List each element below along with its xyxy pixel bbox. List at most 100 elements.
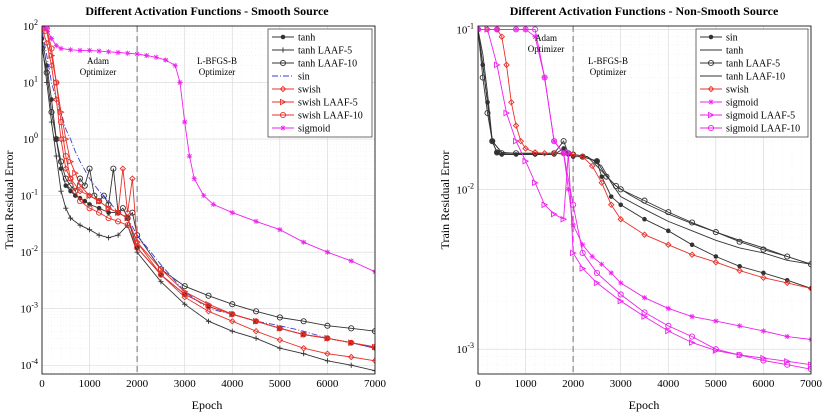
data-point-swish-laaf-5 <box>205 300 213 308</box>
data-point-swish <box>324 350 331 357</box>
data-point-tanh-laaf-5 <box>498 150 505 157</box>
legend-marker-swish <box>707 85 715 93</box>
legend-marker-group-sin <box>708 34 714 40</box>
series-line-swish <box>42 28 375 362</box>
data-point-tanh-laaf-5 <box>372 368 375 374</box>
data-point-swish-laaf-10 <box>157 271 164 278</box>
data-point-tanh-laaf-5 <box>44 79 50 86</box>
data-point-tanh-laaf-5 <box>53 153 59 159</box>
data-point-tanh-laaf-5 <box>205 318 212 324</box>
data-point-swish-laaf-10 <box>181 291 188 298</box>
data-point-swish <box>508 99 515 106</box>
data-point-sigmoid <box>163 57 169 63</box>
y-tick-label: 102 <box>23 18 38 33</box>
data-point-tanh-laaf-5 <box>784 253 791 260</box>
data-point-sigmoid <box>618 280 624 286</box>
data-point-sigmoid <box>153 54 159 60</box>
series-line-sigmoid-laaf-10 <box>478 28 811 370</box>
data-point-sigmoid <box>599 261 605 267</box>
legend-box <box>695 28 809 138</box>
data-point-swish <box>783 279 791 287</box>
data-point-sigmoid <box>58 45 64 52</box>
data-point-swish <box>588 162 596 170</box>
legend-label-sigmoid: sigmoid <box>298 124 330 135</box>
data-point-tanh-laaf-10 <box>324 322 331 329</box>
data-point-tanh-laaf-5 <box>182 301 188 307</box>
y-tick-label: 100 <box>23 131 38 146</box>
legend-label-tanh: tanh <box>298 33 315 44</box>
data-point-swish-laaf-10 <box>348 339 355 346</box>
data-point-tanh-laaf-5 <box>807 261 811 268</box>
legend-marker-sin <box>708 34 714 40</box>
data-point-swish-laaf-10 <box>57 119 65 126</box>
data-point-swish <box>541 150 548 157</box>
y-tick-label: 10-3 <box>20 301 38 316</box>
legend-label-tanh-laaf-5: tanh LAAF-5 <box>298 46 352 57</box>
data-point-swish <box>300 344 307 352</box>
data-point-sigmoid <box>106 49 112 55</box>
legend-marker-swish <box>279 85 287 93</box>
legend-marker-group-tanh-laaf-10 <box>279 59 287 67</box>
lbfgs-annotation-line1: L-BFGS-B <box>197 56 237 66</box>
lbfgs-annotation-line1: L-BFGS-B <box>588 56 628 66</box>
data-point-swish <box>607 201 615 209</box>
data-point-swish <box>498 33 506 40</box>
data-point-sigmoid-laaf-10 <box>617 291 624 298</box>
x-tick-label: 5000 <box>705 378 728 390</box>
data-point-swish-laaf-5 <box>67 158 75 165</box>
data-point-sigmoid <box>191 176 197 182</box>
x-tick-label: 7000 <box>364 378 387 390</box>
data-point-sigmoid-laaf-10 <box>665 322 672 329</box>
series-tanh-laaf-5 <box>42 40 375 374</box>
legend-marker-tanh <box>280 34 286 40</box>
data-point-sigmoid-laaf-10 <box>522 26 529 33</box>
legend-marker-group-swish <box>707 85 715 93</box>
y-tick-label: 10-4 <box>20 357 38 372</box>
data-point-sigmoid <box>96 48 102 54</box>
x-axis-label: Epoch <box>629 398 660 412</box>
data-point-tanh-laaf-5 <box>712 229 719 236</box>
adam-annotation-line1: Adam <box>87 56 109 66</box>
data-point-sigmoid <box>348 258 354 264</box>
data-point-swish-laaf-5 <box>105 204 113 212</box>
data-point-sigmoid-laaf-5 <box>784 358 791 365</box>
legend-label-sigmoid-laaf-10: sigmoid LAAF-10 <box>726 124 800 135</box>
data-point-swish-laaf-10 <box>77 198 84 205</box>
data-point-tanh-laaf-10 <box>119 205 126 212</box>
data-point-tanh-laaf-5 <box>484 109 491 117</box>
legend-label-sin: sin <box>726 33 738 44</box>
data-point-tanh-laaf-5 <box>253 335 259 341</box>
data-point-swish <box>736 267 743 274</box>
data-point-swish <box>641 231 648 238</box>
data-point-tanh-laaf-5 <box>158 279 164 285</box>
data-point-tanh-laaf-10 <box>348 325 355 332</box>
data-point-swish-laaf-10 <box>67 175 74 182</box>
data-point-swish-laaf-10 <box>276 325 283 332</box>
data-point-sigmoid <box>144 52 150 59</box>
x-tick-label: 3000 <box>174 378 197 390</box>
data-point-tanh-laaf-5 <box>67 215 74 221</box>
legend-label-swish-laaf-10: swish LAAF-10 <box>298 111 363 122</box>
data-point-tanh-laaf-5 <box>63 205 69 211</box>
data-point-sigmoid <box>48 35 55 42</box>
data-point-sigmoid <box>565 186 571 192</box>
data-point-tanh-laaf-10 <box>86 165 93 172</box>
data-point-swish-laaf-10 <box>124 222 131 229</box>
data-point-sigmoid-laaf-10 <box>532 26 539 33</box>
legend-marker-sigmoid <box>708 99 714 105</box>
legend-marker-group-sigmoid-laaf-5 <box>707 111 715 119</box>
y-tick-label: 101 <box>23 75 38 90</box>
data-point-sigmoid-laaf-10 <box>807 366 811 373</box>
data-point-tanh-laaf-5 <box>617 186 624 193</box>
data-point-swish-laaf-5 <box>77 182 84 189</box>
legend-marker-group-tanh-laaf-5 <box>707 59 715 67</box>
data-point-swish <box>517 137 525 145</box>
series-line-tanh-laaf-10 <box>42 48 375 332</box>
legend-label-sin: sin <box>298 72 310 83</box>
data-point-swish <box>531 149 539 156</box>
data-point-swish-laaf-5 <box>115 209 122 216</box>
legend-label-sigmoid: sigmoid <box>726 98 758 109</box>
smooth-source-panel: Different Activation Functions - Smooth … <box>2 4 387 412</box>
y-tick-label: 10-1 <box>20 188 38 203</box>
data-point-sigmoid <box>125 50 131 56</box>
